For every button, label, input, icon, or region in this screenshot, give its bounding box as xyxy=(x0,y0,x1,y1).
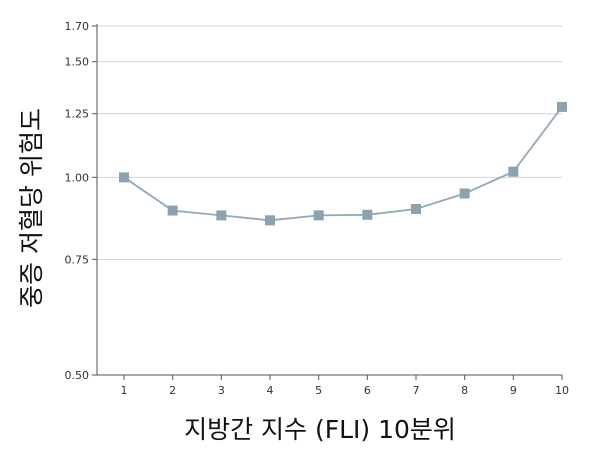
x-tick-label: 3 xyxy=(218,384,225,397)
y-tick-label: 1.25 xyxy=(65,108,90,121)
series-line xyxy=(123,106,563,222)
x-axis-title: 지방간 지수 (FLI) 10분위 xyxy=(184,415,456,444)
gridlines xyxy=(97,25,562,260)
x-tick-label: 7 xyxy=(413,384,420,397)
y-tick-label: 1.00 xyxy=(65,171,90,184)
data-point-5 xyxy=(313,210,324,221)
y-tick-labels: 0.50 0.75 1.00 1.25 1.50 1.70 xyxy=(65,20,97,382)
x-tick-label: 8 xyxy=(461,384,468,397)
axes xyxy=(96,24,562,376)
data-point-3 xyxy=(216,210,227,221)
x-tick-label: 9 xyxy=(510,384,517,397)
data-point-9 xyxy=(508,166,519,177)
x-tick-label: 6 xyxy=(364,384,371,397)
x-tick-label: 5 xyxy=(315,384,322,397)
data-point-8 xyxy=(459,188,470,199)
y-tick-label: 0.75 xyxy=(65,253,90,266)
x-tick-label: 4 xyxy=(267,384,274,397)
x-tick-label: 2 xyxy=(169,384,176,397)
y-axis-title: 중증 저혈당 위험도 xyxy=(17,108,46,308)
y-tick-label: 0.50 xyxy=(65,369,90,382)
x-tick-labels: 1 2 3 4 5 6 7 8 9 10 xyxy=(121,375,569,397)
data-point-7 xyxy=(411,203,421,214)
y-tick-label: 1.50 xyxy=(65,56,90,69)
data-points xyxy=(119,101,567,226)
x-tick-label: 10 xyxy=(555,384,569,397)
data-point-10 xyxy=(557,101,567,112)
data-point-1 xyxy=(119,172,129,183)
data-point-6 xyxy=(362,209,373,220)
data-point-4 xyxy=(265,215,275,226)
data-point-2 xyxy=(167,205,178,216)
x-tick-label: 1 xyxy=(121,384,128,397)
y-tick-label: 1.70 xyxy=(65,20,90,33)
